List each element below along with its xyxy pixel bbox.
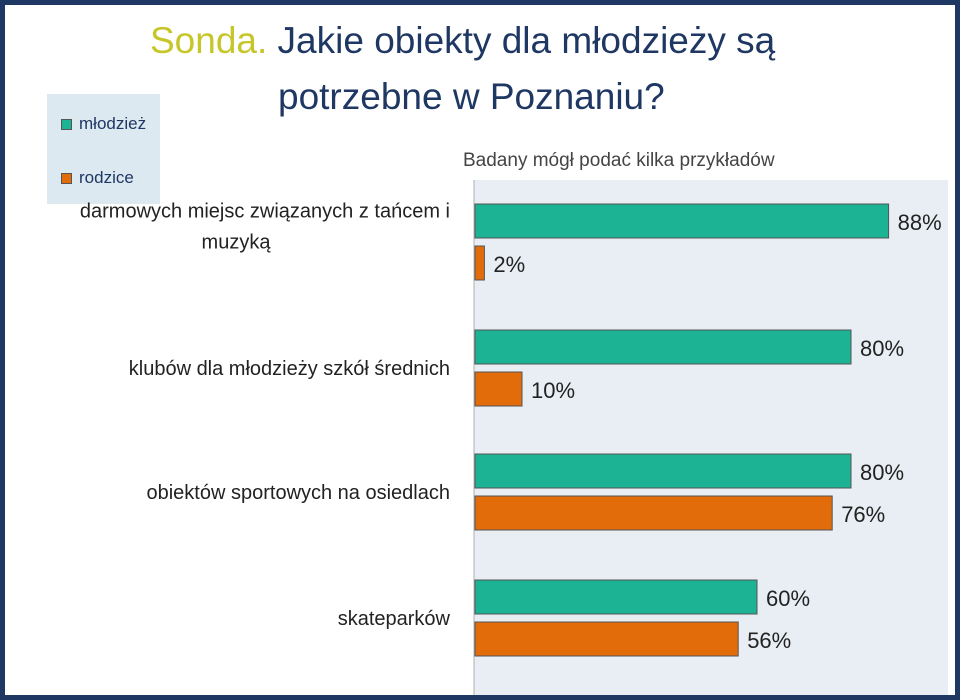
data-label: 2%: [493, 252, 525, 277]
title-prefix: Sonda.: [150, 20, 268, 61]
bar-rodzice: [474, 621, 739, 657]
bar-rodzice: [474, 495, 833, 531]
category-label: obiektów sportowych na osiedlach: [146, 482, 450, 504]
legend-label-mlodziez: młodzież: [79, 114, 147, 133]
title-rest: Jakie obiekty dla młodzieży są: [267, 20, 776, 61]
legend-swatch-mlodziez: [61, 119, 72, 130]
data-label: 10%: [531, 378, 575, 403]
bar-mlodziez: [474, 579, 758, 615]
category-label: skateparków: [338, 608, 451, 630]
data-label: 76%: [841, 502, 885, 527]
data-label: 80%: [860, 336, 904, 361]
data-label: 80%: [860, 460, 904, 485]
legend-label-rodzice: rodzice: [79, 168, 134, 187]
bar-mlodziez: [474, 203, 890, 239]
bar-mlodziez: [474, 329, 852, 365]
category-label: muzyką: [202, 232, 272, 254]
data-label: 88%: [898, 210, 942, 235]
legend-item-rodzice: rodzice: [61, 168, 134, 188]
category-label: darmowych miejsc związanych z tańcem i: [80, 201, 450, 223]
page-title: Sonda. Jakie obiekty dla młodzieży są po…: [150, 18, 870, 117]
data-label: 60%: [766, 586, 810, 611]
chart-legend: młodzież rodzice: [47, 94, 160, 204]
chart-subtitle: Badany mógł podać kilka przykładów: [463, 150, 775, 171]
bar-mlodziez: [474, 453, 852, 489]
data-label: 56%: [747, 628, 791, 653]
legend-item-mlodziez: młodzież: [61, 114, 146, 134]
bar-rodzice: [474, 245, 485, 281]
legend-swatch-rodzice: [61, 173, 72, 184]
title-line-2: potrzebne w Poznaniu?: [278, 76, 665, 117]
category-label: klubów dla młodzieży szkół średnich: [129, 358, 450, 380]
bar-rodzice: [474, 371, 523, 407]
